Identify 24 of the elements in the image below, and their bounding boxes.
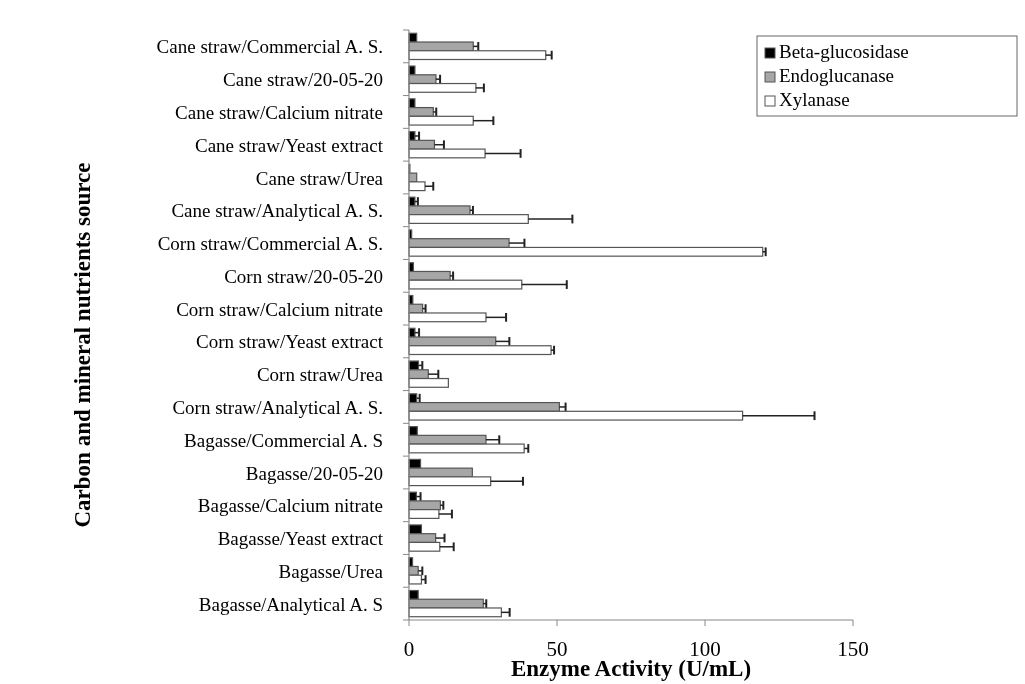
x-tick-label: 0: [403, 637, 415, 661]
y-tick-label: Bagasse/Calcium nitrate: [197, 495, 383, 517]
y-axis-title: Carbon and mineral nutrients source: [70, 162, 95, 528]
y-tick-label: Cane straw/Analytical A. S.: [171, 200, 383, 222]
y-tick-label: Bagasse/Analytical A. S: [198, 593, 383, 615]
y-tick-label: Bagasse/20-05-20: [245, 462, 383, 484]
legend-label: Beta-glucosidase: [779, 41, 909, 62]
y-tick-label: Corn straw/Yeast extract: [196, 331, 384, 353]
y-tick-label: Cane straw/Urea: [255, 167, 384, 189]
y-tick-label: Cane straw/Commercial A. S.: [156, 36, 383, 58]
y-tick-label: Cane straw/Calcium nitrate: [175, 101, 383, 123]
y-tick-label: Cane straw/Yeast extract: [194, 134, 384, 156]
legend-label: Endoglucanase: [779, 65, 895, 86]
y-tick-label: Bagasse/Yeast extract: [217, 528, 384, 550]
legend-label: Xylanase: [779, 89, 850, 110]
y-tick-label: Bagasse/Commercial A. S: [184, 429, 383, 451]
y-tick-label: Corn straw/Calcium nitrate: [176, 298, 383, 320]
y-tick-label: Corn straw/Analytical A. S.: [172, 396, 383, 418]
y-tick-label: Cane straw/20-05-20: [223, 69, 383, 91]
y-tick-label: Corn straw/Commercial A. S.: [157, 233, 383, 255]
x-tick-label: 150: [837, 637, 869, 661]
y-tick-label: Corn straw/Urea: [256, 364, 384, 386]
y-tick-label: Bagasse/Urea: [278, 560, 384, 582]
y-tick-label: Corn straw/20-05-20: [224, 265, 383, 287]
